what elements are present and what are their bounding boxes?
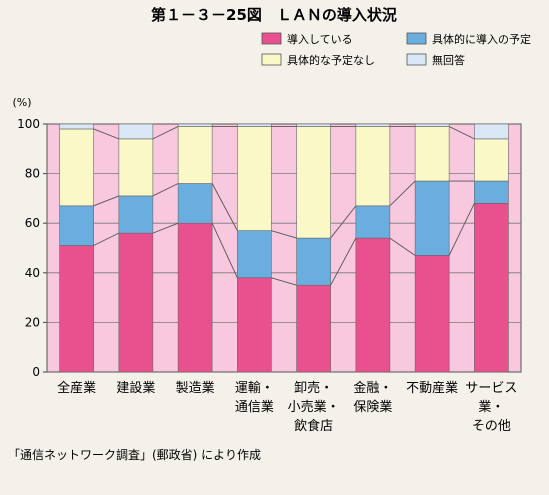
category-label: 全産業 — [57, 380, 96, 396]
legend-swatch — [261, 53, 282, 66]
connector-line — [389, 180, 416, 207]
bar-segment — [474, 180, 509, 204]
connector-line — [211, 183, 238, 231]
bar-segment — [414, 123, 450, 127]
bar-segment — [118, 123, 154, 140]
legend-item: 無回答 — [406, 53, 465, 67]
connector-line — [93, 195, 120, 207]
bar-segment — [237, 126, 272, 231]
category-label: 金融・保険業 — [353, 380, 392, 415]
category-label: 製造業 — [176, 380, 215, 396]
connector-line — [152, 126, 179, 140]
y-tick-label: 40 — [25, 266, 40, 280]
bar-segment — [296, 284, 331, 373]
connector-line — [330, 205, 357, 239]
category-label-line: 製造業 — [176, 380, 215, 396]
category-label-line: 金融・ — [353, 380, 392, 396]
bar-segment — [355, 205, 391, 239]
connector-line — [330, 237, 357, 286]
legend-swatch — [261, 32, 282, 45]
connector-line — [93, 232, 120, 246]
legend-swatch — [406, 53, 427, 66]
bar-segment — [474, 123, 509, 140]
bar-segment — [474, 203, 509, 373]
bar-segment — [355, 123, 391, 127]
connector-line — [271, 277, 297, 286]
bar-segment — [59, 205, 94, 246]
connector-line — [211, 223, 238, 278]
bar-segment — [118, 195, 154, 234]
category-label-line: 飲食店 — [294, 418, 333, 434]
legend-item: 導入している — [261, 32, 353, 46]
category-label-line: 運輸・ — [235, 381, 274, 396]
y-axis-unit-label: (%) — [12, 96, 31, 109]
bar-segment — [177, 126, 213, 184]
category-label: 運輸・通信業 — [235, 381, 274, 415]
connector-line — [448, 126, 475, 140]
bar-segment — [177, 183, 213, 224]
connector-line — [152, 222, 179, 234]
category-label-line: 全産業 — [57, 380, 96, 396]
connector-line — [271, 230, 297, 239]
bar-segment — [177, 222, 213, 373]
category-label-line: 建設業 — [116, 380, 155, 396]
bar-segment — [296, 237, 331, 286]
connector-line — [448, 203, 475, 256]
y-tick-label: 20 — [25, 315, 40, 329]
category-label-line: 不動産業 — [406, 380, 458, 396]
category-label: 不動産業 — [406, 380, 458, 396]
legend-label: 具体的な予定なし — [287, 53, 375, 67]
y-tick-label: 60 — [25, 216, 40, 230]
legend-label: 無回答 — [432, 53, 465, 67]
category-label-line: 小売業・ — [288, 399, 340, 415]
bar-segment — [414, 126, 450, 182]
bar-segment — [177, 123, 213, 127]
bar-segment — [118, 138, 154, 197]
bar-segment — [59, 123, 94, 130]
category-label-line: 業・ — [478, 399, 504, 415]
bar-segment — [414, 255, 450, 373]
bar-segment — [237, 277, 272, 373]
bar-segment — [355, 126, 391, 207]
category-label: 建設業 — [116, 380, 155, 396]
bar-segment — [474, 138, 509, 182]
legend-label: 導入している — [287, 32, 353, 46]
connector-line — [93, 128, 120, 140]
bar-segment — [59, 128, 94, 207]
legend-item: 具体的な予定なし — [261, 53, 375, 67]
category-label: 卸売・小売業・飲食店 — [288, 380, 340, 434]
legend-item: 具体的に導入の予定 — [406, 32, 531, 46]
category-label-line: 通信業 — [235, 399, 274, 415]
category-label-line: その他 — [472, 419, 511, 434]
legend-swatch — [406, 32, 427, 45]
y-tick-label: 0 — [32, 365, 40, 379]
category-label-line: 保険業 — [353, 399, 392, 415]
bar-segment — [355, 237, 391, 373]
bar-segment — [414, 180, 450, 256]
bar-segment — [59, 245, 94, 373]
bar-segment — [237, 230, 272, 279]
legend-label: 具体的に導入の予定 — [432, 32, 531, 46]
y-tick-label: 80 — [25, 167, 40, 181]
source-note: 「通信ネットワーク調査」(郵政省) により作成 — [8, 448, 261, 462]
plot-background — [46, 123, 522, 373]
bar-segment — [296, 123, 331, 127]
connector-line — [389, 237, 416, 256]
y-tick-label: 100 — [17, 117, 40, 131]
connector-line — [152, 183, 179, 197]
bar-segment — [118, 232, 154, 373]
chart-title: 第１－３－25図 ＬＡＮの導入状況 — [151, 6, 397, 24]
category-label-line: 卸売・ — [294, 380, 333, 396]
bar-segment — [237, 123, 272, 127]
bar-segment — [296, 126, 331, 239]
category-label-line: サービス — [465, 381, 517, 396]
